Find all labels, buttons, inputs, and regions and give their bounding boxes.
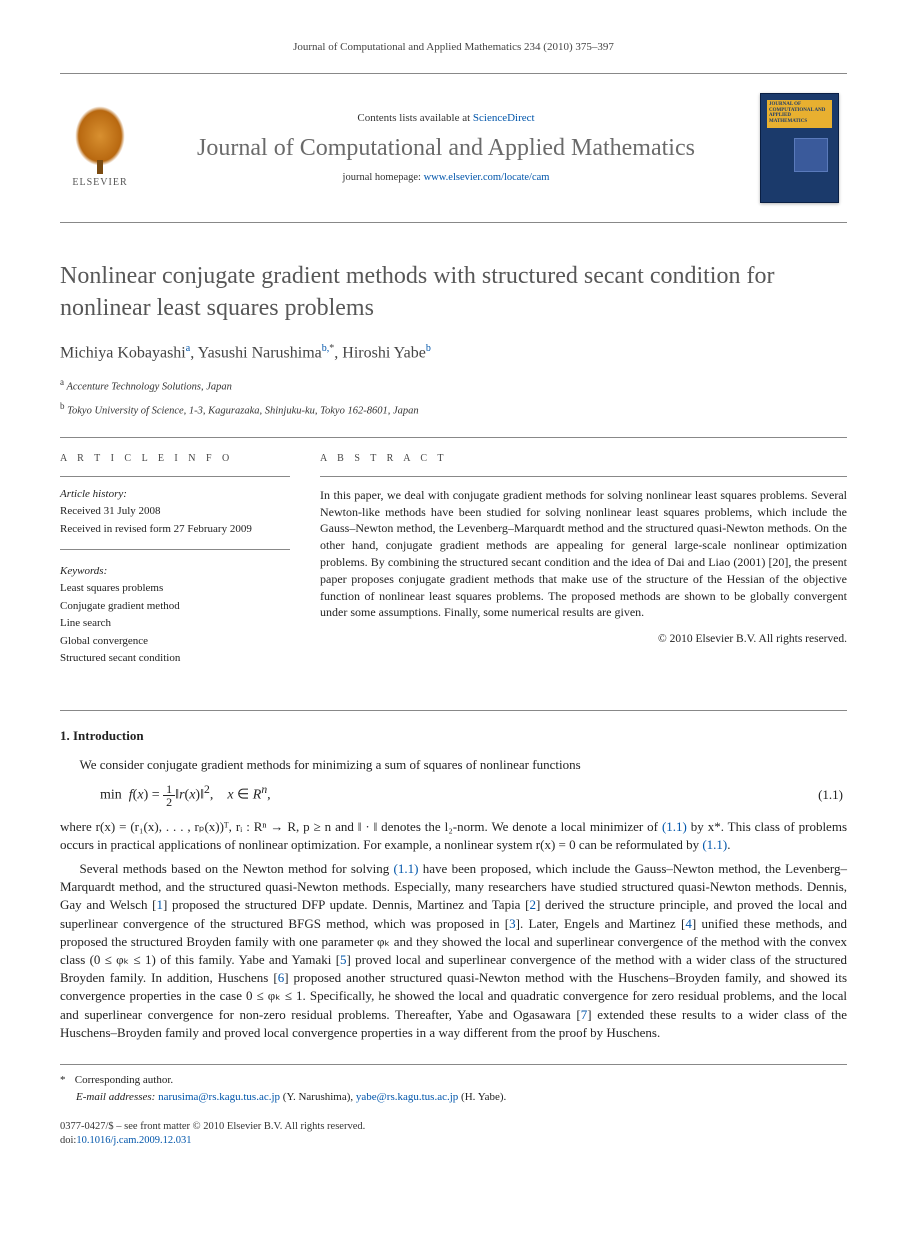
keywords-head: Keywords:	[60, 564, 290, 579]
corresponding-author-footnote: * Corresponding author.	[60, 1073, 847, 1088]
aff-sup-b: b	[60, 401, 65, 411]
s1-p2-c: .	[727, 837, 730, 852]
history-line-1: Received 31 July 2008	[60, 504, 290, 519]
eqref-1-1-a[interactable]: (1.1)	[662, 819, 687, 834]
abstract-copyright: © 2010 Elsevier B.V. All rights reserved…	[320, 631, 847, 647]
aff-link-b2[interactable]: b	[426, 343, 431, 354]
s1-p3-a: Several methods based on the Newton meth…	[80, 861, 394, 876]
eqref-1-1-b[interactable]: (1.1)	[702, 837, 727, 852]
running-head: Journal of Computational and Applied Mat…	[60, 40, 847, 55]
elsevier-tree-icon	[75, 106, 125, 166]
doi-link[interactable]: 10.1016/j.cam.2009.12.031	[76, 1135, 191, 1146]
s1-p1: We consider conjugate gradient methods f…	[60, 756, 847, 774]
aff-text-b: Tokyo University of Science, 1-3, Kagura…	[67, 405, 419, 416]
aff-link-a[interactable]: a	[186, 343, 190, 354]
aff-sup-a: a	[60, 377, 64, 387]
history-head: Article history:	[60, 487, 290, 502]
email-link-2[interactable]: yabe@rs.kagu.tus.ac.jp	[356, 1091, 458, 1103]
s1-p3: Several methods based on the Newton meth…	[60, 860, 847, 1042]
publisher-name: ELSEVIER	[72, 176, 127, 190]
s1-p2-a: where r(x) = (r₁(x), . . . , rₚ(x))ᵀ, rᵢ…	[60, 819, 662, 834]
masthead: ELSEVIER Contents lists available at Sci…	[60, 73, 847, 223]
journal-homepage-link[interactable]: www.elsevier.com/locate/cam	[424, 172, 550, 183]
abstract-rule	[320, 476, 847, 477]
article-history-block: Article history: Received 31 July 2008 R…	[60, 487, 290, 550]
author-2-aff: b,*	[322, 343, 335, 354]
affiliation-b: b Tokyo University of Science, 1-3, Kagu…	[60, 400, 847, 419]
contents-available-line: Contents lists available at ScienceDirec…	[148, 111, 744, 126]
doi-label: doi:	[60, 1135, 76, 1146]
keyword-3: Line search	[60, 616, 290, 631]
footnotes: * Corresponding author. E-mail addresses…	[60, 1064, 847, 1106]
corr-text: Corresponding author.	[75, 1074, 173, 1086]
sciencedirect-link[interactable]: ScienceDirect	[473, 112, 535, 124]
equation-1-1-number: (1.1)	[818, 786, 847, 804]
equation-1-1-body: min f(x) = 12‖r(x)‖2, x ∈ Rn,	[100, 782, 818, 808]
email-footnote: E-mail addresses: narusima@rs.kagu.tus.a…	[60, 1090, 847, 1105]
s1-p3-c: ] proposed the structured DFP update. De…	[163, 897, 529, 912]
history-line-2: Received in revised form 27 February 200…	[60, 522, 290, 537]
abstract-text: In this paper, we deal with conjugate gr…	[320, 487, 847, 621]
contents-prefix: Contents lists available at	[357, 112, 472, 124]
divider-rule-2	[60, 710, 847, 711]
issn-line: 0377-0427/$ – see front matter © 2010 El…	[60, 1120, 847, 1135]
journal-cover-image: JOURNAL OF COMPUTATIONAL AND APPLIED MAT…	[760, 93, 839, 203]
keyword-2: Conjugate gradient method	[60, 599, 290, 614]
journal-name: Journal of Computational and Applied Mat…	[148, 134, 744, 163]
masthead-center: Contents lists available at ScienceDirec…	[140, 74, 752, 222]
corresponding-mark-icon: *	[329, 343, 334, 354]
email-label: E-mail addresses:	[76, 1091, 155, 1103]
email-who-1: (Y. Narushima),	[283, 1091, 353, 1103]
affiliation-a: a Accenture Technology Solutions, Japan	[60, 376, 847, 395]
author-3: Hiroshi Yabe	[342, 344, 426, 361]
email-who-2: (H. Yabe).	[461, 1091, 506, 1103]
keyword-5: Structured secant condition	[60, 651, 290, 666]
equation-1-1: min f(x) = 12‖r(x)‖2, x ∈ Rn, (1.1)	[100, 782, 847, 808]
abstract-head: A B S T R A C T	[320, 452, 847, 466]
article-info-panel: A R T I C L E I N F O Article history: R…	[60, 452, 290, 693]
author-1-aff: a	[186, 343, 190, 354]
keyword-4: Global convergence	[60, 634, 290, 649]
footer-meta: 0377-0427/$ – see front matter © 2010 El…	[60, 1120, 847, 1149]
info-rule-1	[60, 476, 290, 477]
author-2: Yasushi Narushima	[198, 344, 322, 361]
publisher-logo: ELSEVIER	[60, 74, 140, 222]
corr-mark-icon: *	[60, 1073, 72, 1088]
journal-homepage-line: journal homepage: www.elsevier.com/locat…	[148, 171, 744, 186]
email-link-1[interactable]: narusima@rs.kagu.tus.ac.jp	[158, 1091, 280, 1103]
section-1-head: 1. Introduction	[60, 727, 847, 745]
s1-p2: where r(x) = (r₁(x), . . . , rₚ(x))ᵀ, rᵢ…	[60, 818, 847, 854]
aff-text-a: Accenture Technology Solutions, Japan	[66, 382, 231, 393]
author-list: Michiya Kobayashia, Yasushi Narushimab,*…	[60, 342, 847, 365]
author-3-aff: b	[426, 343, 431, 354]
article-title: Nonlinear conjugate gradient methods wit…	[60, 261, 847, 323]
keywords-block: Keywords: Least squares problems Conjuga…	[60, 564, 290, 678]
s1-p3-e: ]. Later, Engels and Martinez [	[516, 916, 686, 931]
keyword-1: Least squares problems	[60, 581, 290, 596]
divider-rule	[60, 437, 847, 438]
author-1: Michiya Kobayashi	[60, 344, 186, 361]
article-info-head: A R T I C L E I N F O	[60, 452, 290, 466]
abstract-panel: A B S T R A C T In this paper, we deal w…	[320, 452, 847, 693]
eqref-1-1-c[interactable]: (1.1)	[394, 861, 419, 876]
journal-cover-thumb: JOURNAL OF COMPUTATIONAL AND APPLIED MAT…	[752, 74, 847, 222]
cover-thumb-title: JOURNAL OF COMPUTATIONAL AND APPLIED MAT…	[769, 102, 830, 124]
doi-line: doi:10.1016/j.cam.2009.12.031	[60, 1134, 847, 1149]
homepage-prefix: journal homepage:	[343, 172, 424, 183]
